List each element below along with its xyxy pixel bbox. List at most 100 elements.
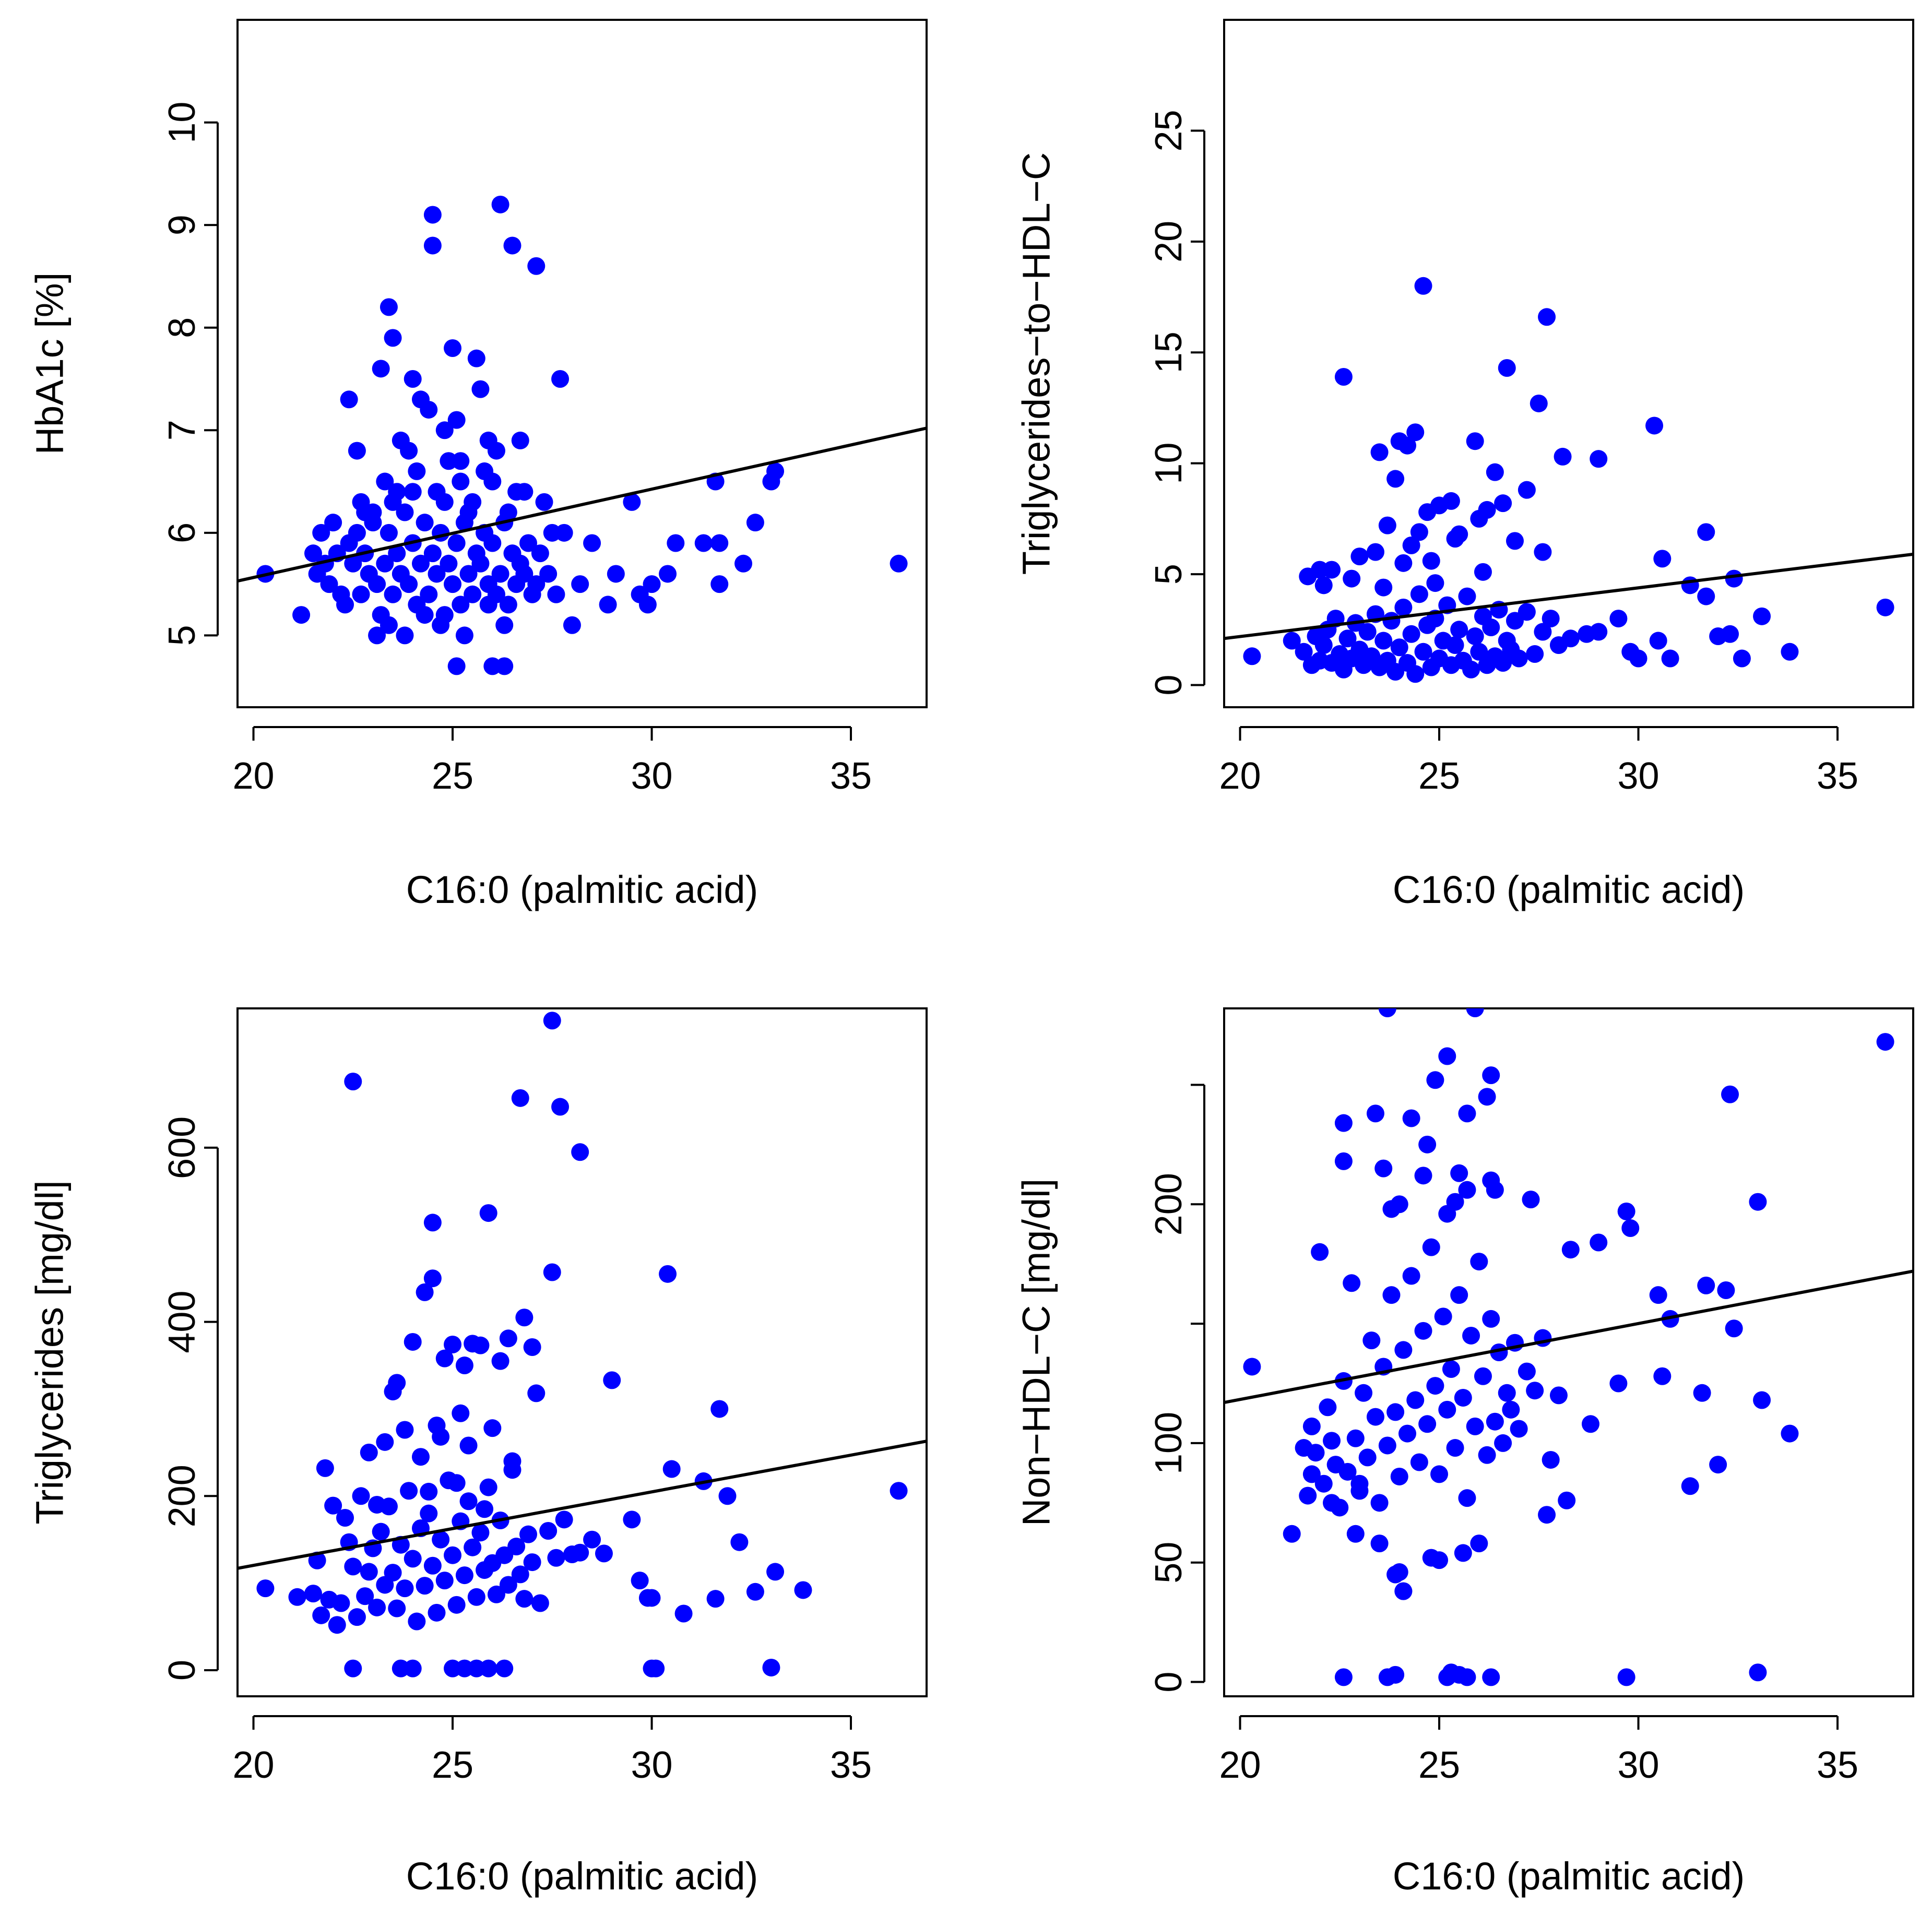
data-point — [543, 1263, 561, 1281]
data-point — [348, 524, 366, 542]
data-point — [643, 575, 661, 593]
data-point — [1410, 585, 1428, 603]
data-point — [288, 1588, 306, 1606]
data-point — [607, 565, 625, 583]
y-tick-label: 25 — [1148, 110, 1190, 151]
y-tick-label: 0 — [161, 1660, 203, 1681]
data-point — [1394, 1582, 1413, 1600]
data-point — [1510, 649, 1528, 668]
data-point — [479, 1478, 497, 1496]
data-point — [515, 1309, 534, 1327]
data-point — [1446, 1193, 1464, 1211]
scatter-panel-1: 20 25 30 35 5 6 7 8 9 10 C16:0 (palmitic acid) HbA1… — [28, 19, 928, 911]
data-point — [464, 1538, 482, 1556]
data-point — [348, 442, 366, 460]
data-point — [388, 1374, 406, 1392]
data-point — [360, 1563, 378, 1581]
x-tick-label: 35 — [830, 1744, 872, 1786]
data-point — [1478, 1446, 1496, 1464]
data-point — [467, 1588, 485, 1606]
data-point — [404, 1659, 422, 1678]
data-point — [495, 1659, 514, 1678]
data-point — [440, 452, 458, 470]
data-point — [535, 493, 553, 511]
data-point — [1721, 625, 1739, 643]
data-point — [571, 575, 589, 593]
data-point — [1697, 587, 1715, 605]
data-point — [1653, 550, 1672, 568]
data-point — [1561, 629, 1580, 648]
y-tick-label: 9 — [161, 215, 203, 235]
data-point — [1406, 665, 1425, 683]
data-point — [376, 472, 394, 491]
data-point — [467, 349, 485, 367]
data-point — [1386, 470, 1405, 488]
data-point — [1609, 610, 1628, 628]
x-tick-label: 35 — [1817, 755, 1858, 797]
data-point — [507, 1538, 526, 1556]
data-point — [499, 1576, 517, 1594]
scatter-panel-2: 20 25 30 35 0 5 10 15 20 25 C16:0 (palmitic acid) T… — [1015, 19, 1914, 911]
data-point — [495, 616, 514, 634]
data-point — [1470, 1535, 1488, 1553]
data-point — [1430, 1465, 1449, 1483]
data-point — [316, 1459, 334, 1477]
data-point — [491, 565, 509, 583]
data-point — [603, 1371, 621, 1389]
data-point — [483, 534, 502, 552]
data-point — [1502, 1400, 1520, 1419]
data-point — [547, 585, 565, 603]
data-point — [1458, 1668, 1476, 1686]
data-point — [384, 1564, 402, 1582]
data-point — [1382, 612, 1401, 630]
data-point — [411, 1448, 430, 1466]
y-tick-label: 400 — [161, 1291, 203, 1353]
data-point — [444, 575, 462, 593]
x-tick-label: 20 — [1219, 1744, 1261, 1786]
y-axis-title: Non−HDL−C [mg/dl] — [1015, 1179, 1058, 1526]
x-tick-label: 25 — [432, 755, 473, 797]
x-tick-label: 30 — [631, 755, 672, 797]
data-point — [1438, 1400, 1456, 1419]
data-point — [1386, 1666, 1405, 1684]
data-point — [1753, 1391, 1771, 1409]
data-point — [447, 534, 466, 552]
data-point — [1470, 643, 1488, 661]
data-point — [710, 575, 729, 593]
plot-frame — [236, 1007, 928, 1697]
data-point — [416, 1577, 434, 1595]
data-point — [746, 1583, 764, 1601]
data-point — [447, 1596, 466, 1614]
data-point — [360, 1443, 378, 1461]
data-point — [563, 616, 581, 634]
data-point — [762, 1658, 780, 1676]
data-point — [659, 1265, 677, 1283]
y-tick-label: 10 — [161, 102, 203, 144]
y-tick-label: 8 — [161, 317, 203, 338]
data-point — [423, 206, 442, 224]
data-point — [527, 575, 546, 593]
data-point — [1418, 1415, 1437, 1433]
data-point — [503, 1452, 521, 1470]
data-point — [455, 626, 473, 645]
data-point — [352, 585, 370, 603]
data-point — [1350, 548, 1369, 566]
data-point — [404, 483, 422, 501]
data-point — [308, 1551, 326, 1569]
x-axis-title: C16:0 (palmitic acid) — [406, 868, 758, 911]
data-point — [718, 1487, 737, 1505]
data-point — [491, 195, 509, 213]
data-point — [1617, 1202, 1635, 1220]
data-point — [1446, 530, 1464, 548]
data-point — [1243, 647, 1261, 665]
data-point — [344, 1659, 362, 1678]
data-point — [1526, 645, 1544, 663]
data-point — [1414, 277, 1432, 295]
data-point — [423, 236, 442, 255]
data-point — [1681, 576, 1699, 594]
data-point — [420, 1482, 438, 1501]
data-point — [1422, 1238, 1440, 1256]
data-point — [1498, 359, 1516, 377]
data-point — [1402, 625, 1420, 643]
data-point — [1410, 523, 1428, 541]
